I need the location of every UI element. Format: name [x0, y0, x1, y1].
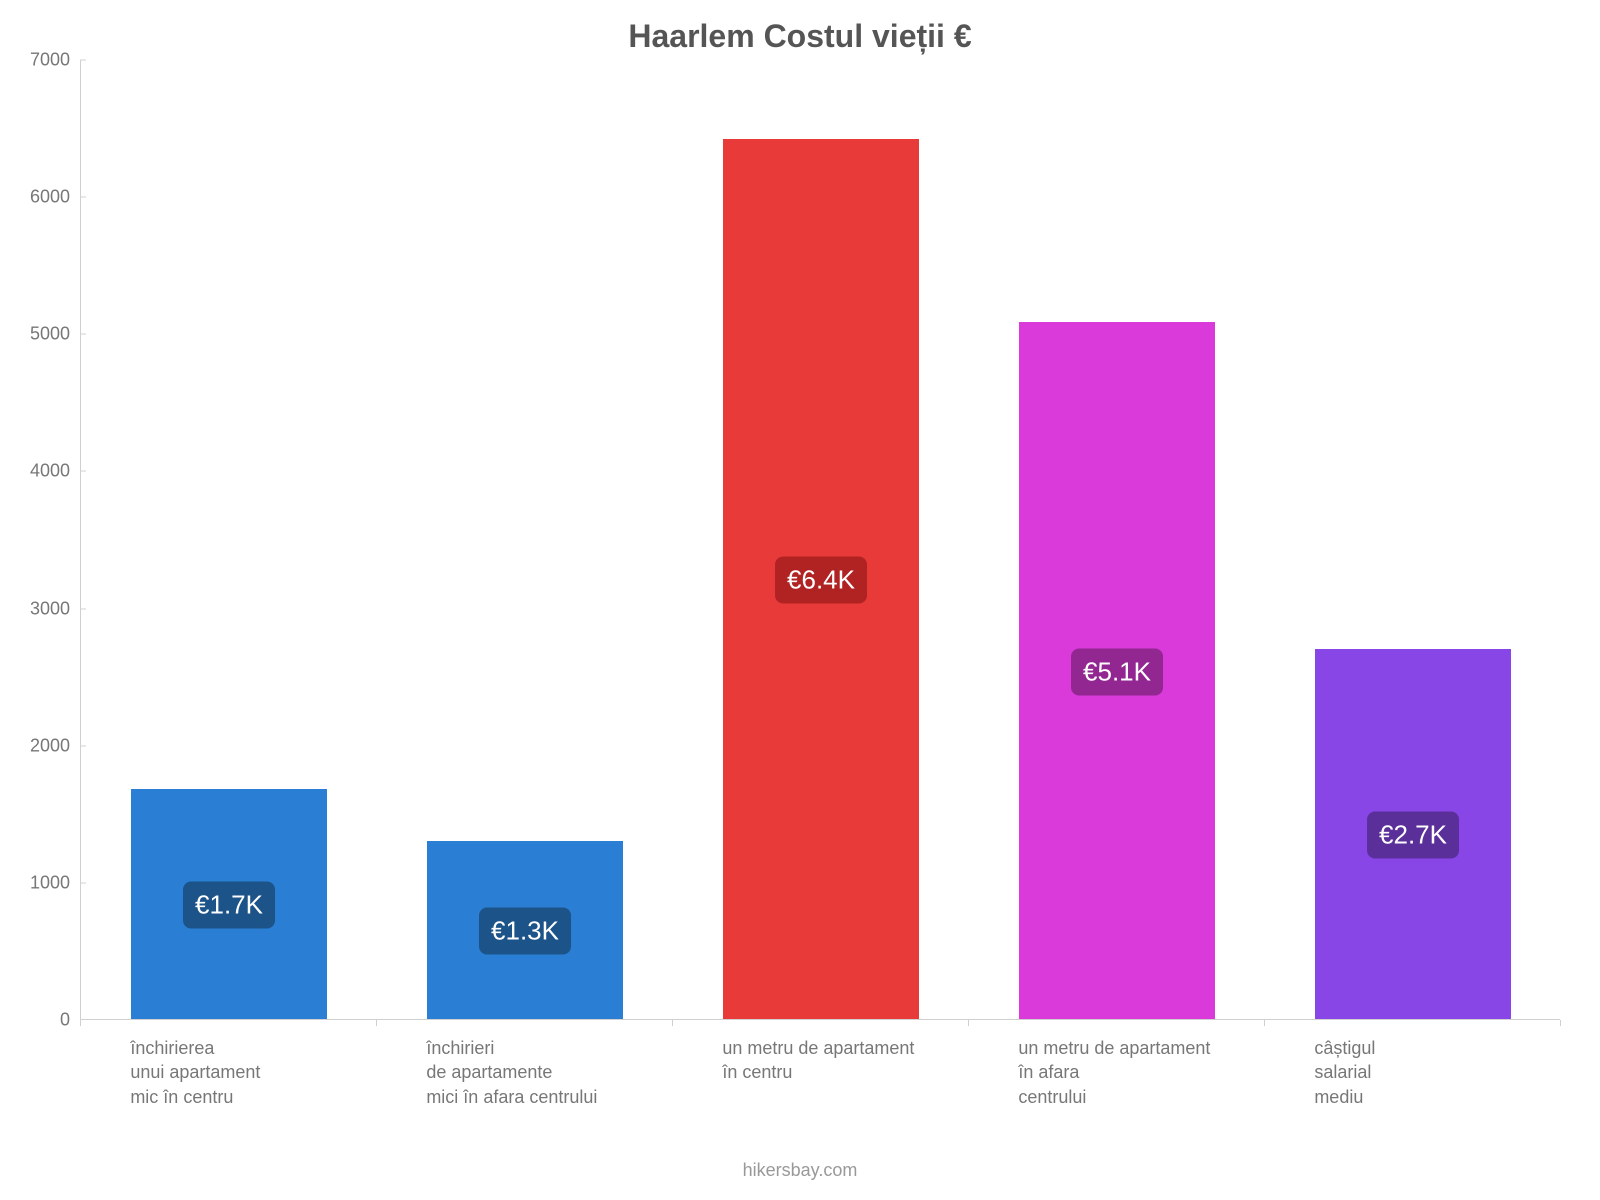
y-tick-label: 7000: [0, 50, 70, 71]
y-tick-mark: [80, 608, 86, 609]
x-tick-mark: [376, 1020, 377, 1026]
x-category-label: închirierea unui apartament mic în centr…: [130, 1036, 260, 1109]
x-tick-mark: [968, 1020, 969, 1026]
y-tick-mark: [80, 745, 86, 746]
plot-area: €1.7K €1.3K €6.4K €5.1K €2.7K: [80, 60, 1560, 1020]
y-tick-label: 1000: [0, 872, 70, 893]
x-category-label: un metru de apartament în centru: [722, 1036, 914, 1085]
x-tick-mark: [672, 1020, 673, 1026]
y-tick-mark: [80, 334, 86, 335]
bar-value-label: €1.7K: [183, 881, 275, 928]
y-tick-mark: [80, 882, 86, 883]
bar-value-label: €5.1K: [1071, 648, 1163, 695]
y-tick-mark: [80, 471, 86, 472]
y-tick-label: 4000: [0, 461, 70, 482]
x-category-label: un metru de apartament în afara centrulu…: [1018, 1036, 1210, 1109]
y-tick-label: 5000: [0, 324, 70, 345]
y-tick-label: 3000: [0, 598, 70, 619]
x-tick-mark: [80, 1020, 81, 1026]
y-tick-mark: [80, 60, 86, 61]
chart-footer: hikersbay.com: [0, 1160, 1600, 1181]
bar-value-label: €6.4K: [775, 556, 867, 603]
cost-of-living-chart: Haarlem Costul vieții € €1.7K€1.3K€6.4K€…: [0, 0, 1600, 1200]
bar-value-label: €1.3K: [479, 907, 571, 954]
bar-value-label: €2.7K: [1367, 811, 1459, 858]
x-category-label: închirieri de apartamente mici în afara …: [426, 1036, 597, 1109]
x-tick-mark: [1560, 1020, 1561, 1026]
chart-title: Haarlem Costul vieții €: [0, 18, 1600, 55]
y-tick-label: 2000: [0, 735, 70, 756]
x-category-label: câștigul salarial mediu: [1314, 1036, 1375, 1109]
y-tick-label: 6000: [0, 187, 70, 208]
y-tick-mark: [80, 197, 86, 198]
y-tick-label: 0: [0, 1010, 70, 1031]
x-tick-mark: [1264, 1020, 1265, 1026]
